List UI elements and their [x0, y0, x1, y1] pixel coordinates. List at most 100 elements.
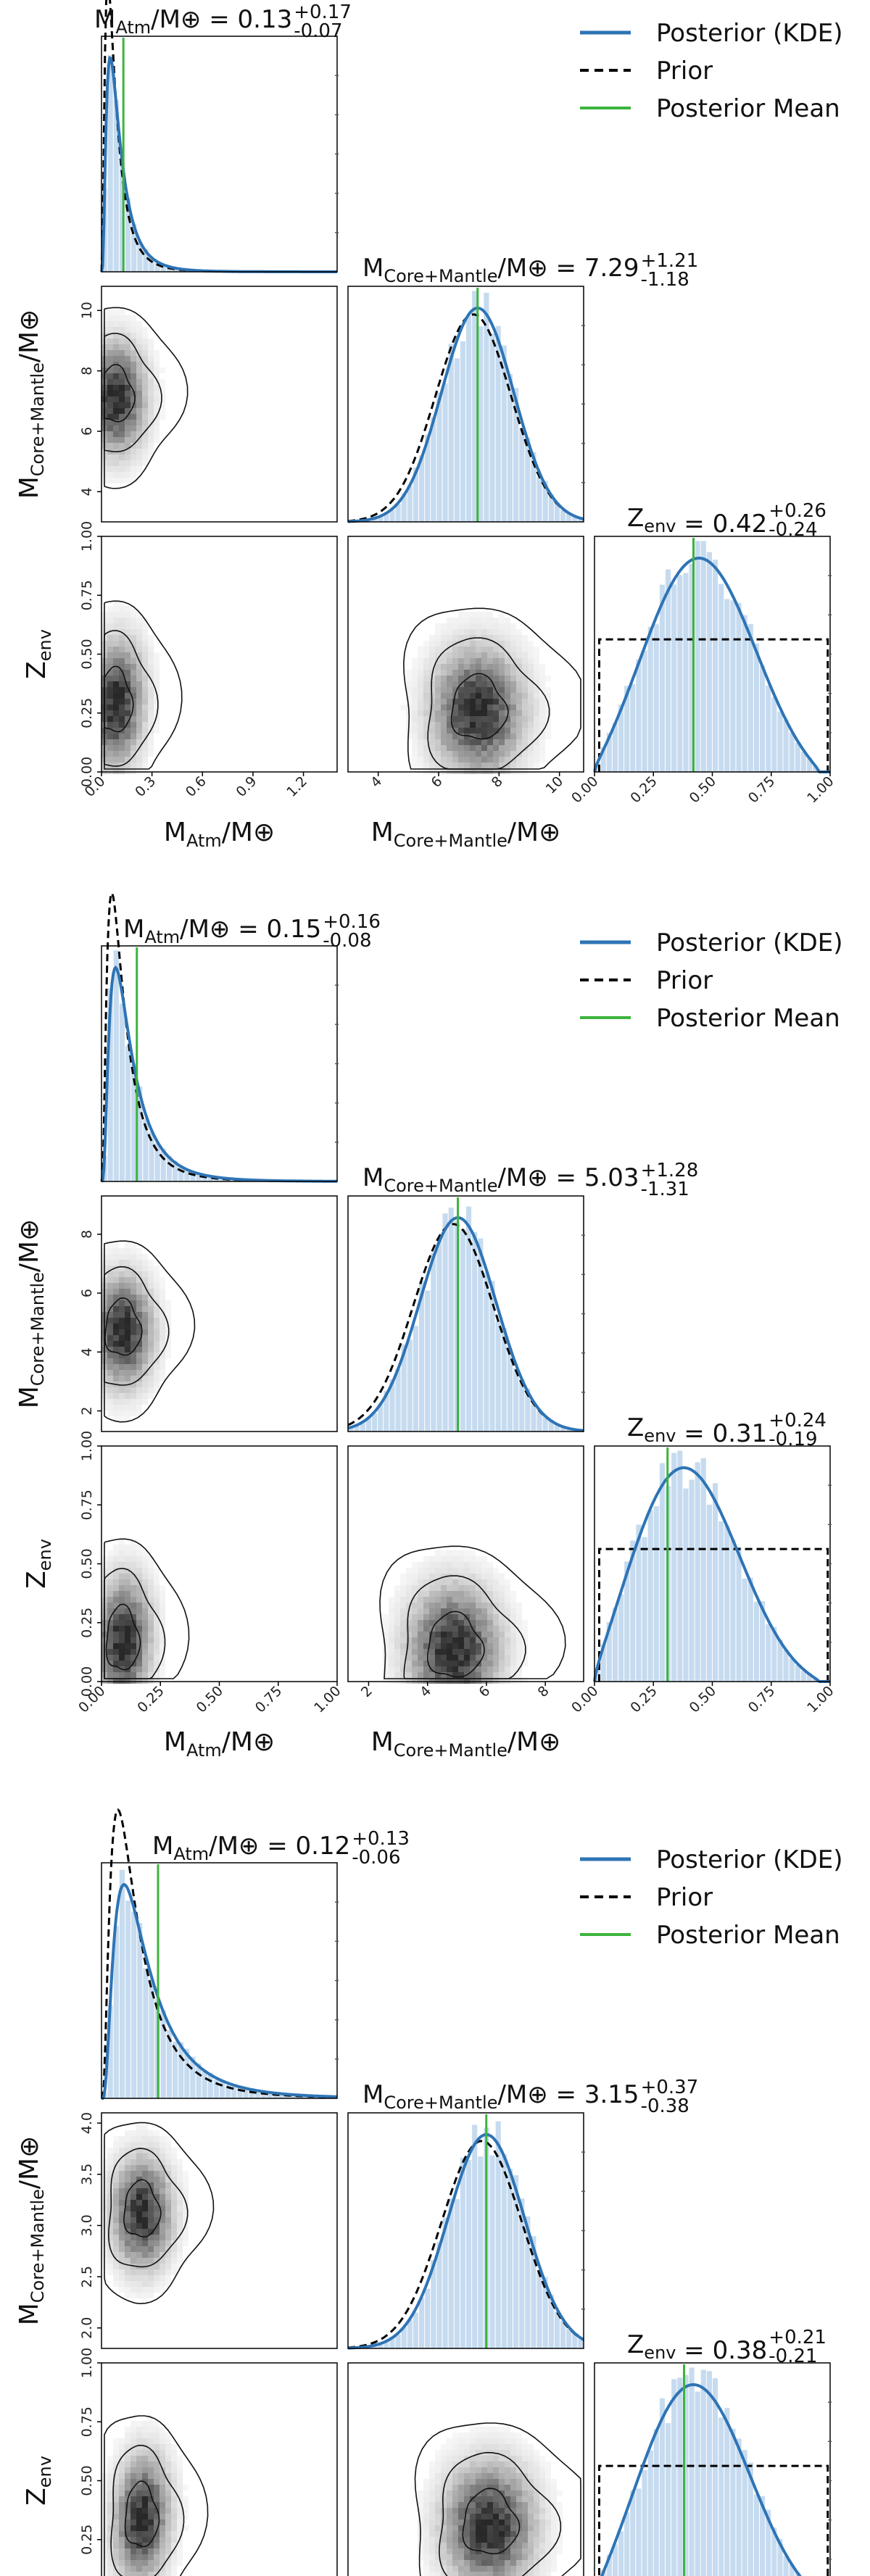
mcore-zenv-panel-density-cell	[481, 2461, 487, 2467]
matm-mcore-panel-density-cell	[154, 1335, 160, 1341]
mcore-zenv-panel-density-cell	[487, 1678, 493, 1684]
matm-zenv-panel-density-cell	[148, 687, 154, 693]
matm-mcore-panel-contour	[104, 1297, 143, 1356]
matm-mcore-panel-density-cell	[154, 2177, 160, 2182]
mcore-zenv-panel-density-cell	[487, 1574, 493, 1579]
matm-mcore-panel-density-cell	[160, 2240, 165, 2246]
matm-mcore-panel-density-cell	[136, 1399, 142, 1405]
mcore-zenv-panel-density-cell	[423, 1591, 429, 1597]
matm-zenv-panel-density-cell	[113, 1655, 119, 1661]
mcore-zenv-panel-density-cell	[458, 763, 464, 768]
matm-mcore-panel-density-cell	[113, 2269, 119, 2275]
matm-zenv-panel-density-cell	[154, 699, 160, 705]
matm-zenv-panel-density-cell	[113, 676, 119, 681]
mcore-zenv-panel-density-cell	[505, 2525, 510, 2531]
mcore-zenv-panel-density-cell	[505, 751, 510, 757]
mcore-zenv-panel-density-cell	[528, 2543, 534, 2548]
mcore-zenv-panel-density-cell	[510, 2502, 516, 2508]
mcore-zenv-panel-density-cell	[418, 2496, 423, 2502]
matm-zenv-panel-density-cell	[125, 1637, 130, 1643]
mcore-zenv-panel-density-cell	[510, 664, 516, 670]
mcore-zenv-panel-density-cell	[493, 2490, 499, 2496]
zenv-title-eq: =	[676, 510, 712, 539]
matm-mcore-panel-density-cell	[148, 1347, 154, 1353]
matm-mcore-panel-density-cell	[177, 2217, 183, 2223]
matm-mcore-panel-density-cell	[113, 1358, 119, 1364]
mcore-zenv-panel-density-cell	[499, 623, 505, 629]
matm-mcore-panel-density-cell	[148, 1387, 154, 1393]
mcore-zenv-panel-density-cell	[510, 1655, 516, 1661]
matm-zenv-panel-density-cell	[154, 710, 160, 716]
mcore-zenv-panel-density-cell	[470, 2427, 476, 2432]
matm-zenv-panel-density-cell	[177, 2479, 183, 2485]
matm-mcore-panel-density-cell	[119, 437, 125, 443]
mcore-zenv-panel-density-cell	[452, 2531, 458, 2537]
matm-mcore-panel-density-cell	[107, 1353, 113, 1358]
mcore-zenv-panel-density-cell	[487, 2537, 493, 2543]
mcore-zenv-panel-density-cell	[481, 658, 487, 664]
mcore-zenv-panel-density-cell	[551, 2496, 557, 2502]
mcore-zenv-panel-density-cell	[539, 710, 545, 716]
mcore-hist-panel-kde-line	[347, 1216, 584, 1432]
mcore-zenv-panel-density-cell	[464, 1550, 470, 1556]
mcore-zenv-panel-density-cell	[487, 2514, 493, 2519]
mcore-zenv-panel-density-cell	[470, 687, 476, 693]
mcore-zenv-panel-density-cell	[400, 1678, 406, 1684]
mcore-zenv-panel-density-cell	[470, 1556, 476, 1562]
zenv-hist-panel-bar	[730, 600, 736, 772]
matm-zenv-panel-density-cell	[136, 2560, 142, 2566]
mcore-zenv-panel-density-cell	[470, 1608, 476, 1614]
mcore-zenv-panel-density-cell	[464, 2525, 470, 2531]
matm-zenv-panel-density-cell	[165, 2543, 171, 2548]
matm-mcore-panel-density-cell	[160, 1318, 165, 1324]
matm-mcore-panel-density-cell	[165, 2240, 171, 2246]
mcore-zenv-panel-density-cell	[539, 664, 545, 670]
mcore-title-tail: /M⊕	[497, 2080, 547, 2109]
mcore-zenv-panel-density-cell	[505, 1655, 510, 1661]
mcore-zenv-panel-density-cell	[493, 681, 499, 687]
matm-mcore-panel-density-cell	[113, 333, 119, 338]
matm-zenv-panel-density-cell	[171, 2543, 177, 2548]
mcore-zenv-panel-density-cell	[441, 1632, 447, 1637]
matm-zenv-panel-density-cell	[113, 1574, 119, 1579]
mcore-zenv-panel-density-cell	[476, 681, 481, 687]
matm-mcore-panel-density-cell	[113, 437, 119, 443]
matm-mcore-panel-density-cell	[154, 1382, 160, 1387]
matm-zenv-panel-density-cell	[142, 2560, 148, 2566]
mcore-zenv-panel-density-cell	[522, 635, 528, 641]
mcore-zenv-panel-density-cell	[458, 2438, 464, 2444]
mcore-zenv-panel-density-cell	[429, 1574, 435, 1579]
mcore-hist-panel-kde-line	[348, 306, 584, 523]
matm-zenv-panel-density-cell	[119, 2560, 125, 2566]
mcore-zenv-panel-density-cell	[418, 681, 423, 687]
matm-zenv-panel-density-cell	[125, 1626, 130, 1632]
matm-mcore-panel-density-cell	[125, 2182, 130, 2188]
matm-zenv-panel-density-cell	[142, 734, 148, 739]
zenv-yaxis-ticklabel: 0.50	[79, 639, 95, 669]
mcore-zenv-panel-density-cell	[400, 1608, 406, 1614]
matm-zenv-panel-density-cell	[125, 664, 130, 670]
legend-prior-label: Prior	[656, 966, 713, 995]
matm-mcore-panel-density-cell	[119, 1289, 125, 1295]
mcore-zenv-panel-density-cell	[516, 2467, 522, 2473]
mcore-zenv-panel-density-cell	[487, 710, 493, 716]
matm-zenv-panel-density-cell	[142, 1632, 148, 1637]
matm-mcore-panel-density-cell	[130, 2264, 136, 2269]
mcore-zenv-panel-density-cell	[499, 687, 505, 693]
mcore-zenv-panel-density-cell	[493, 1620, 499, 1626]
mcore-zenv-panel-density-cell	[464, 618, 470, 623]
mcore-zenv-panel-density-cell	[435, 705, 441, 710]
mcore-zenv-panel-density-cell	[516, 2572, 522, 2576]
mcore-hist-panel-kde-line	[348, 2133, 585, 2350]
matm-mcore-panel-density-cell	[125, 472, 130, 478]
mcore-zenv-panel-density-cell	[389, 1661, 394, 1666]
matm-mcore-panel-density-cell	[136, 2217, 142, 2223]
matm-mcore-panel-density-cell	[171, 2235, 177, 2240]
mcore-zenv-panel-density-cell	[412, 728, 418, 734]
mcore-zenv-panel-density-cell	[447, 2456, 452, 2461]
matm-mcore-panel-density-cell	[119, 1295, 125, 1300]
matm-mcore-panel-density-cell	[130, 408, 136, 414]
matm-mcore-panel-density-cell	[119, 1306, 125, 1312]
mcore-zenv-panel-density-cell	[534, 710, 539, 716]
matm-mcore-panel-density-cell	[148, 2188, 154, 2194]
